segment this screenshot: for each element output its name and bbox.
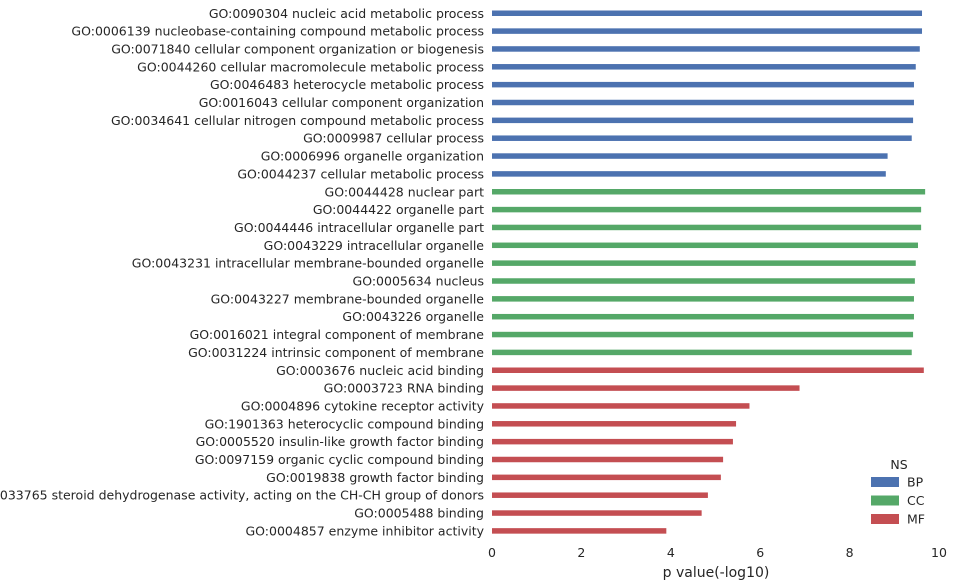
bar-bp [492, 171, 886, 177]
category-label: GO:0004896 cytokine receptor activity [241, 398, 485, 413]
bar-mf [492, 421, 737, 427]
bar-bp [492, 153, 888, 159]
x-axis-title: p value(-log10) [663, 565, 770, 581]
category-label: GO:0044260 cellular macromolecule metabo… [137, 59, 484, 74]
category-label: GO:1901363 heterocyclic compound binding [205, 416, 484, 431]
category-label: GO:0006139 nucleobase-containing compoun… [71, 24, 484, 39]
legend-swatch-mf [871, 514, 899, 524]
bars-layer [492, 10, 926, 534]
x-tick-label: 4 [667, 545, 675, 560]
category-label: GO:0046483 heterocycle metabolic process [210, 77, 484, 92]
bar-cc [492, 260, 916, 266]
bar-bp [492, 99, 914, 106]
legend-swatch-cc [871, 495, 899, 506]
category-label: GO:0019838 growth factor binding [266, 470, 484, 485]
bar-bp [492, 28, 923, 34]
legend-entries: BP CC MF [871, 475, 925, 527]
bar-bp [492, 46, 920, 52]
category-label: GO:0003676 nucleic acid binding [276, 363, 484, 378]
bar-cc [492, 224, 922, 231]
bar-bp [492, 81, 914, 88]
category-label: GO:0044237 cellular metabolic process [237, 166, 484, 181]
bar-cc [492, 242, 918, 249]
x-tick-label: 8 [846, 545, 854, 560]
x-axis-ticks: 0 2 4 6 8 10 [488, 545, 947, 560]
bar-cc [492, 296, 914, 302]
category-label: GO:0003723 RNA binding [324, 381, 484, 396]
category-label: GO:0044422 organelle part [313, 202, 484, 217]
legend-swatch-bp [871, 477, 899, 487]
category-label: GO:0043227 membrane-bounded organelle [211, 291, 485, 306]
bar-mf [492, 474, 721, 481]
bar-mf [492, 438, 733, 445]
category-label: GO:0033765 steroid dehydrogenase activit… [0, 488, 484, 503]
bar-mf [492, 385, 800, 391]
category-label: GO:0004857 enzyme inhibitor activity [245, 523, 484, 538]
category-label: GO:0044428 nuclear part [325, 184, 485, 199]
bar-cc [492, 331, 914, 338]
category-label: GO:0090304 nucleic acid metabolic proces… [209, 6, 484, 21]
x-tick-label: 0 [488, 545, 496, 560]
category-label: GO:0005634 nucleus [353, 274, 484, 289]
category-label: GO:0097159 organic cyclic compound bindi… [195, 452, 484, 467]
category-label: GO:0005520 insulin-like growth factor bi… [196, 434, 484, 449]
x-tick-label: 2 [577, 545, 585, 560]
category-label: GO:0005488 binding [354, 506, 484, 521]
bar-bp [492, 10, 923, 16]
bar-mf [492, 367, 924, 373]
bar-mf [492, 403, 750, 409]
legend-label-cc: CC [907, 493, 925, 508]
bar-mf [492, 456, 724, 463]
bar-cc [492, 206, 922, 213]
legend-label-bp: BP [907, 475, 924, 490]
bar-mf [492, 492, 708, 498]
category-label: GO:0043229 intracellular organelle [264, 238, 485, 253]
category-label: GO:0071840 cellular component organizati… [111, 41, 484, 56]
category-label: GO:0043226 organelle [342, 309, 484, 324]
bar-cc [492, 189, 926, 195]
category-labels: GO:0090304 nucleic acid metabolic proces… [0, 6, 485, 539]
category-label: GO:0016021 integral component of membran… [190, 327, 485, 342]
category-label: GO:0044446 intracellular organelle part [234, 220, 484, 235]
category-label: GO:0006996 organelle organization [261, 149, 484, 164]
bar-bp [492, 117, 914, 124]
x-tick-label: 10 [931, 545, 947, 560]
bar-cc [492, 313, 914, 320]
bar-mf [492, 510, 702, 516]
bar-bp [492, 135, 912, 141]
bar-mf [492, 528, 667, 534]
bar-cc [492, 349, 912, 356]
x-tick-label: 6 [756, 545, 764, 560]
bar-bp [492, 64, 916, 70]
category-label: GO:0009987 cellular process [303, 131, 484, 146]
bar-cc [492, 278, 915, 284]
category-label: GO:0016043 cellular component organizati… [199, 95, 484, 110]
legend-title: NS [890, 457, 907, 472]
legend-label-mf: MF [907, 512, 925, 527]
category-label: GO:0031224 intrinsic component of membra… [188, 345, 484, 360]
category-label: GO:0043231 intracellular membrane-bounde… [132, 256, 485, 271]
category-label: GO:0034641 cellular nitrogen compound me… [111, 113, 484, 128]
legend: NS BP CC MF [871, 457, 925, 527]
